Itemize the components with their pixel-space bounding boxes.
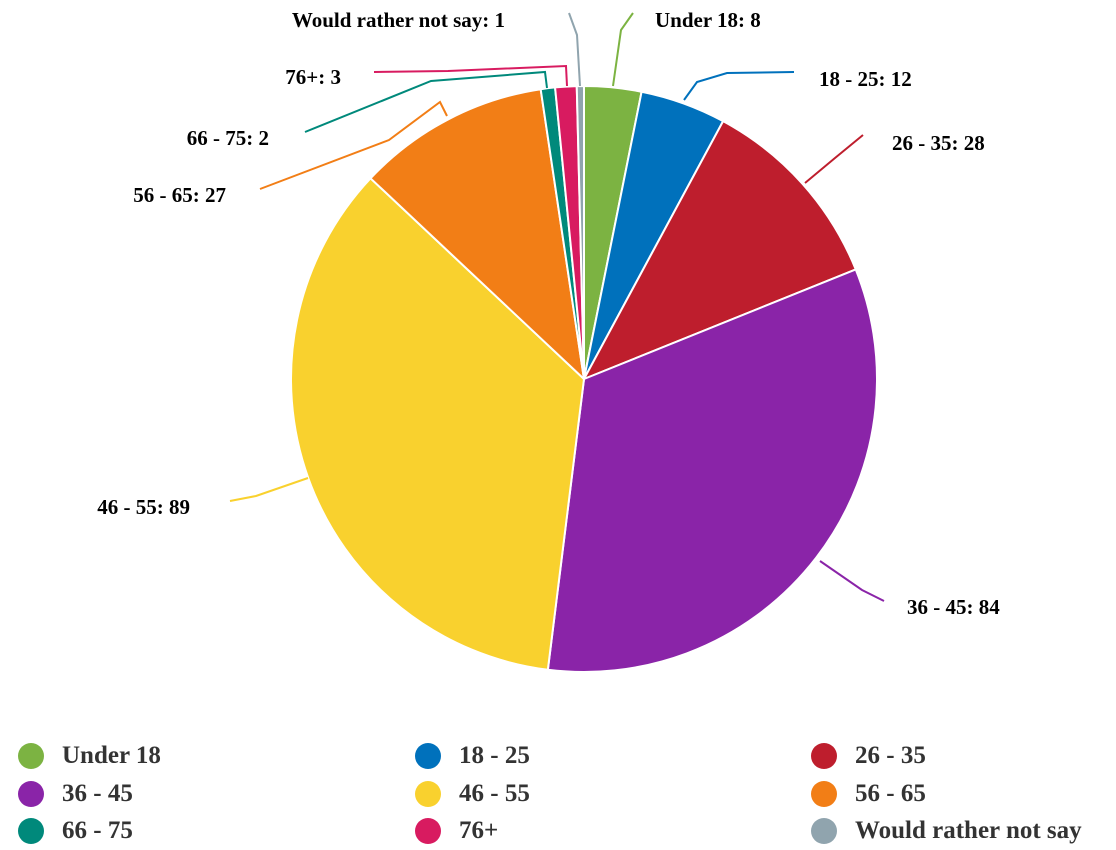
- label-connector-26-35: [804, 134, 864, 184]
- legend-label-18-25: 18 - 25: [459, 742, 530, 769]
- data-label-18-25: 18 - 25: 12: [819, 67, 912, 91]
- legend-swatch-would-rather-not-say: [811, 818, 837, 844]
- pie-slice-would-rather-not-say[interactable]: [575, 85, 585, 380]
- label-connector-66-75: [304, 70, 548, 133]
- legend-label-46-55: 46 - 55: [459, 780, 530, 807]
- legend-item-18-25[interactable]: 18 - 25: [415, 738, 530, 774]
- label-connector-would-rather-not-say: [568, 12, 581, 87]
- legend-item-76-plus[interactable]: 76+: [415, 813, 498, 849]
- pie-slices: [290, 85, 879, 673]
- legend-label-under-18: Under 18: [62, 742, 161, 769]
- pie-slice-56-65[interactable]: [369, 88, 585, 380]
- pie-slice-36-45[interactable]: [546, 268, 879, 673]
- legend-swatch-26-35: [811, 743, 837, 769]
- label-connectors: [229, 12, 885, 602]
- legend-swatch-36-45: [18, 781, 44, 807]
- pie-chart: Under 18: 8 18 - 25: 12 26 - 35: 28 36 - 45…: [97, 8, 1000, 673]
- legend-swatch-76-plus: [415, 818, 441, 844]
- data-label-36-45: 36 - 45: 84: [907, 595, 1000, 619]
- label-connector-76-plus: [373, 64, 568, 87]
- legend-label-would-rather-not-say: Would rather not say: [855, 817, 1082, 844]
- legend-item-46-55[interactable]: 46 - 55: [415, 776, 530, 812]
- legend-item-26-35[interactable]: 26 - 35: [811, 738, 926, 774]
- pie-slice-26-35[interactable]: [583, 120, 857, 380]
- label-connector-56-65: [259, 100, 448, 190]
- legend-item-under-18[interactable]: Under 18: [18, 738, 161, 774]
- legend-item-would-rather-not-say[interactable]: Would rather not say: [811, 813, 1082, 849]
- legend-label-76-plus: 76+: [459, 817, 499, 844]
- data-label-56-65: 56 - 65: 27: [133, 183, 226, 207]
- legend-label-56-65: 56 - 65: [855, 780, 926, 807]
- data-label-would-rather-not-say: Would rather not say: 1: [292, 8, 505, 32]
- data-label-76-plus: 76+: 3: [285, 65, 341, 89]
- legend-swatch-under-18: [18, 743, 44, 769]
- legend-swatch-46-55: [415, 781, 441, 807]
- legend-item-56-65[interactable]: 56 - 65: [811, 776, 926, 812]
- data-label-under-18: Under 18: 8: [655, 8, 761, 32]
- label-connector-18-25: [683, 71, 795, 101]
- legend-label-26-35: 26 - 35: [855, 742, 926, 769]
- data-label-46-55: 46 - 55: 89: [97, 495, 190, 519]
- legend-swatch-66-75: [18, 818, 44, 844]
- chart-legend: Under 18 18 - 25 26 - 35 36 - 45 46 - 55…: [18, 738, 1116, 846]
- data-label-26-35: 26 - 35: 28: [892, 131, 985, 155]
- legend-swatch-18-25: [415, 743, 441, 769]
- label-connector-36-45: [819, 560, 885, 602]
- label-connector-46-55: [229, 477, 309, 502]
- legend-item-36-45[interactable]: 36 - 45: [18, 776, 133, 812]
- legend-item-66-75[interactable]: 66 - 75: [18, 813, 133, 849]
- legend-label-66-75: 66 - 75: [62, 817, 133, 844]
- data-label-66-75: 66 - 75: 2: [187, 126, 269, 150]
- legend-label-36-45: 36 - 45: [62, 780, 133, 807]
- label-connector-under-18: [612, 12, 634, 87]
- pie-slice-46-55[interactable]: [290, 177, 585, 671]
- data-labels: Under 18: 8 18 - 25: 12 26 - 35: 28 36 - 45…: [97, 8, 1000, 619]
- legend-swatch-56-65: [811, 781, 837, 807]
